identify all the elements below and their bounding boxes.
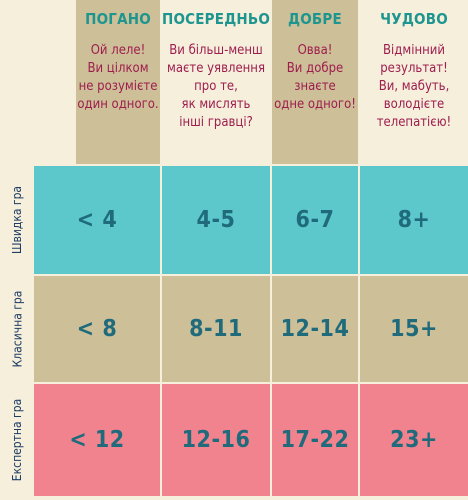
divider	[358, 384, 360, 496]
cell-quick-bad: < 4	[76, 207, 118, 233]
header-title-average: ПОСЕРЕДНЬО	[162, 10, 271, 28]
header-title-bad: ПОГАНО	[85, 10, 151, 28]
divider	[270, 276, 272, 382]
cell-classic-bad: < 8	[76, 316, 118, 342]
divider	[358, 166, 360, 274]
cell-quick-average: 4-5	[196, 207, 236, 233]
cell-expert-excellent: 23+	[390, 427, 438, 453]
row-quick: < 4 4-5 6-7 8+	[34, 166, 468, 274]
header-desc-average: Ви більш-менш маєте уявлення про те, як …	[167, 43, 265, 130]
row-label-expert-wrap: Експертна гра	[0, 384, 34, 496]
divider	[160, 166, 162, 274]
row-label-quick: Швидка гра	[10, 185, 25, 255]
cell-expert-good: 17-22	[280, 427, 350, 453]
row-expert: < 12 12-16 17-22 23+	[34, 384, 468, 496]
row-label-classic: Класична гра	[10, 290, 25, 368]
header-average: ПОСЕРЕДНЬО Ви більш-менш маєте уявлення …	[162, 0, 270, 164]
divider	[270, 384, 272, 496]
header-bad: ПОГАНО Ой леле! Ви цілком не розумієте о…	[76, 0, 160, 164]
cell-classic-good: 12-14	[280, 316, 350, 342]
divider	[358, 276, 360, 382]
row-label-quick-wrap: Швидка гра	[0, 166, 34, 274]
cell-classic-excellent: 15+	[390, 316, 438, 342]
header-desc-good: Овва! Ви добре знаєте одне одного!	[274, 43, 356, 112]
header-good: ДОБРЕ Овва! Ви добре знаєте одне одного!	[272, 0, 358, 164]
divider	[160, 276, 162, 382]
row-label-expert: Експертна гра	[10, 398, 24, 482]
cell-expert-average: 12-16	[181, 427, 251, 453]
header-excellent: ЧУДОВО Відмінний результат! Ви, мабуть, …	[360, 0, 468, 164]
row-classic: < 8 8-11 12-14 15+	[34, 276, 468, 382]
cell-quick-excellent: 8+	[397, 207, 431, 233]
divider	[160, 384, 162, 496]
header-title-excellent: ЧУДОВО	[380, 10, 448, 28]
divider	[270, 166, 272, 274]
cell-classic-average: 8-11	[189, 316, 243, 342]
header-desc-excellent: Відмінний результат! Ви, мабуть, володіє…	[376, 43, 452, 130]
cell-quick-good: 6-7	[295, 207, 335, 233]
header-desc-bad: Ой леле! Ви цілком не розумієте один одн…	[77, 43, 159, 112]
row-label-classic-wrap: Класична гра	[0, 276, 34, 382]
header-title-good: ДОБРЕ	[288, 10, 342, 28]
cell-expert-bad: < 12	[69, 427, 125, 453]
